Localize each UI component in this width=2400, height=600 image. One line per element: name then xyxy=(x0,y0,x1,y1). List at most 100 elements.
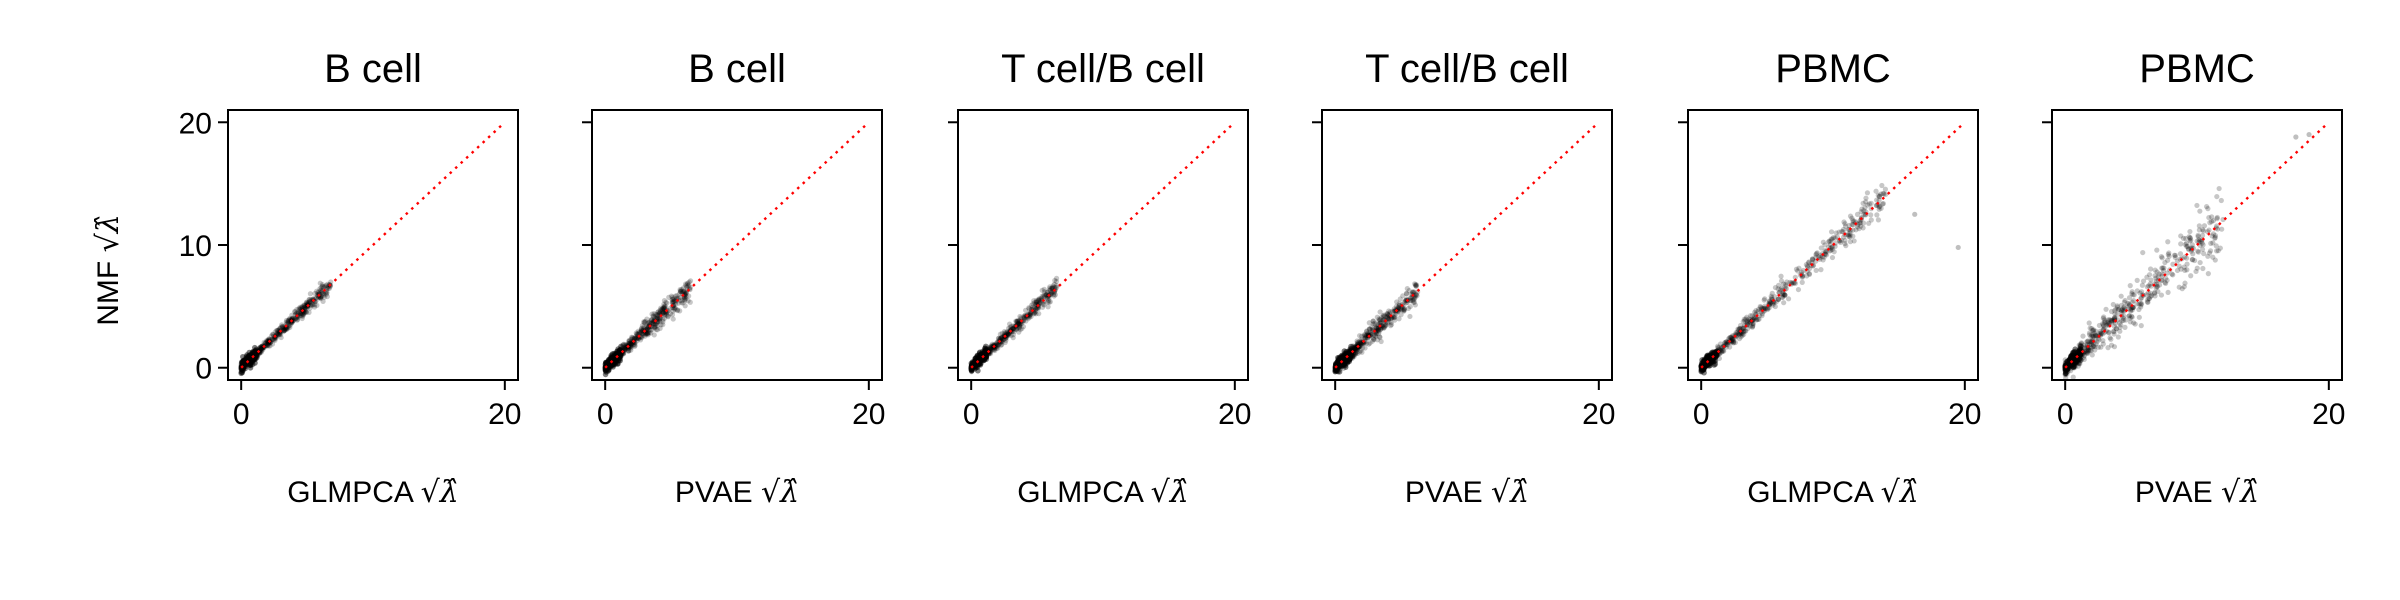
scatter-point xyxy=(2100,323,2107,329)
scatter-point xyxy=(1832,235,1838,241)
scatter-point xyxy=(1004,329,1010,335)
scatter-point xyxy=(1028,313,1034,320)
scatter-point xyxy=(628,345,634,351)
scatter-point xyxy=(641,324,647,330)
scatter-point xyxy=(1001,328,1008,335)
scatter-point xyxy=(1775,297,1782,303)
scatter-point xyxy=(2162,279,2168,286)
scatter-point xyxy=(271,337,277,343)
scatter-point xyxy=(1842,240,1848,247)
scatter-point xyxy=(1375,323,1381,329)
scatter-point xyxy=(2128,308,2134,314)
scatter-point xyxy=(1730,336,1736,343)
scatter-point xyxy=(1380,314,1387,320)
scatter-point xyxy=(995,345,1001,351)
scatter-point xyxy=(629,334,635,340)
scatter-point xyxy=(661,315,668,321)
scatter-point xyxy=(626,340,633,346)
scatter-point xyxy=(1032,300,1038,306)
scatter-point xyxy=(297,313,303,319)
scatter-point xyxy=(264,342,270,349)
scatter-point xyxy=(638,328,644,334)
scatter-point xyxy=(1410,297,1417,303)
scatter-point xyxy=(1008,323,1014,329)
scatter-point xyxy=(2201,223,2208,229)
scatter-point xyxy=(2098,344,2104,350)
scatter-point xyxy=(2108,342,2115,348)
scatter-point xyxy=(655,309,661,315)
scatter-point xyxy=(660,319,666,325)
scatter-point xyxy=(2174,258,2180,264)
scatter-point xyxy=(647,327,654,333)
scatter-point xyxy=(625,346,631,352)
scatter-point xyxy=(1353,349,1359,356)
scatter-point xyxy=(262,341,268,347)
scatter-point xyxy=(679,286,685,293)
scatter-point xyxy=(2170,261,2176,267)
scatter-point xyxy=(2189,256,2195,263)
scatter-point xyxy=(1018,315,1024,321)
scatter-point xyxy=(991,347,997,353)
scatter-point xyxy=(2126,303,2132,309)
scatter-point xyxy=(300,312,306,318)
scatter-point xyxy=(272,337,278,344)
scatter-point xyxy=(662,303,668,309)
scatter-point xyxy=(1031,311,1037,317)
scatter-point xyxy=(2210,231,2217,237)
scatter-point xyxy=(1005,332,1012,338)
scatter-point xyxy=(1796,265,1802,271)
scatter-point xyxy=(1847,234,1853,240)
scatter-point xyxy=(1783,283,1789,289)
scatter-point xyxy=(1407,303,1413,310)
scatter-point xyxy=(661,297,668,304)
scatter-point xyxy=(1719,344,1725,350)
scatter-point xyxy=(1779,294,1785,300)
scatter-point xyxy=(319,282,326,288)
scatter-point xyxy=(279,324,285,331)
scatter-point xyxy=(2200,242,2206,248)
scatter-point xyxy=(1396,301,1402,307)
scatter-point xyxy=(1354,340,1360,346)
scatter-point xyxy=(991,342,997,348)
scatter-point xyxy=(1829,244,1835,251)
scatter-point xyxy=(1721,348,1727,354)
x-axis-label: PVAE √λ̂ xyxy=(675,475,799,510)
scatter-point xyxy=(1403,297,1409,304)
scatter-point xyxy=(996,341,1002,347)
scatter-point xyxy=(652,323,658,329)
scatter-point xyxy=(1757,303,1763,310)
scatter-point xyxy=(320,284,326,290)
scatter-point xyxy=(1750,322,1756,329)
scatter-point xyxy=(1407,295,1413,301)
scatter-point xyxy=(1410,299,1417,305)
scatter-point xyxy=(2197,259,2203,266)
scatter-point xyxy=(662,312,668,318)
scatter-point xyxy=(2138,296,2144,302)
scatter-point xyxy=(672,305,678,311)
scatter-point xyxy=(1736,336,1743,342)
scatter-point xyxy=(1859,206,1865,212)
scatter-point xyxy=(1868,200,1874,206)
scatter-point xyxy=(1407,313,1413,320)
scatter-point xyxy=(999,342,1005,348)
scatter-point xyxy=(2106,321,2113,327)
scatter-point xyxy=(2121,304,2127,310)
scatter-point xyxy=(2097,331,2103,337)
scatter-point xyxy=(1360,340,1367,346)
scatter-point xyxy=(679,298,685,304)
scatter-point xyxy=(2200,227,2206,233)
scatter-point xyxy=(299,313,306,319)
scatter-point xyxy=(1388,321,1395,328)
scatter-point xyxy=(1016,324,1023,331)
scatter-point xyxy=(675,307,681,314)
scatter-point xyxy=(1375,327,1381,334)
scatter-point xyxy=(649,323,655,330)
scatter-point xyxy=(652,321,658,327)
scatter-point xyxy=(1741,316,1747,322)
scatter-point xyxy=(682,292,688,298)
scatter-point xyxy=(1001,336,1007,342)
scatter-point xyxy=(2096,337,2102,343)
scatter-point xyxy=(1362,331,1368,338)
scatter-point xyxy=(1744,314,1750,320)
scatter-point xyxy=(1363,329,1370,335)
